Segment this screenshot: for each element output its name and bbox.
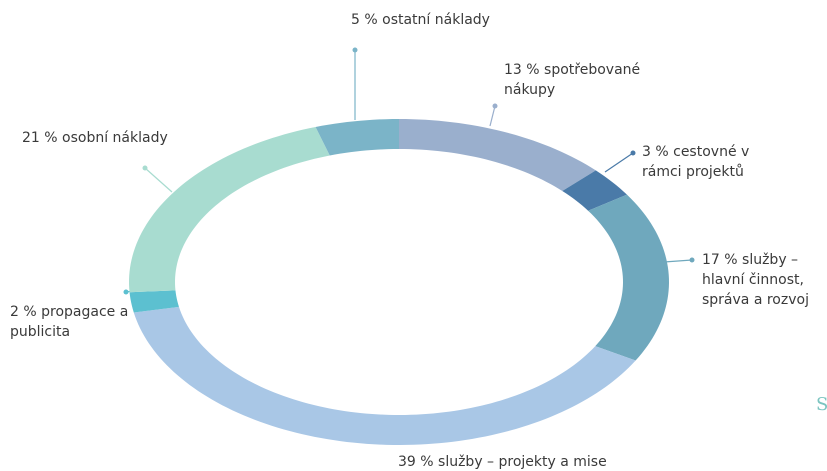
segment-label: 2 % propagace a publicita <box>10 302 130 342</box>
value-label: 21 % <box>22 130 58 146</box>
donut-segment <box>588 194 669 361</box>
leader <box>144 167 173 193</box>
category-label: spotřebované nákupy <box>504 62 641 98</box>
cropped-text: S <box>816 394 827 415</box>
category-label: cestovné v rámci projektů <box>642 144 750 180</box>
segment-label: 3 % cestovné v rámci projektů <box>642 142 792 182</box>
value-label: 3 % <box>642 144 669 160</box>
donut-segment <box>315 119 399 156</box>
value-label: 13 % <box>504 62 540 78</box>
leader-dot <box>142 165 148 171</box>
leader-dot <box>689 257 695 263</box>
segment-label: 17 % služby – hlavní činnost, správa a r… <box>702 250 827 310</box>
category-label: ostatní náklady <box>382 12 490 28</box>
leader-dot <box>630 150 636 156</box>
category-label: propagace a publicita <box>10 304 129 340</box>
segment-label: 21 % osobní náklady <box>22 128 222 148</box>
leader <box>604 152 634 173</box>
leader-dot <box>492 103 498 109</box>
donut-segment <box>129 126 330 293</box>
category-label: služby – hlavní činnost, správa a rozvoj <box>702 252 809 308</box>
leader <box>489 105 496 127</box>
leader-dot <box>123 289 129 295</box>
value-label: 39 % <box>398 454 434 470</box>
category-label: služby – projekty a mise <box>438 454 607 470</box>
donut-segment <box>399 119 596 191</box>
category-label: osobní náklady <box>62 130 168 146</box>
segment-label: 5 % ostatní náklady <box>351 10 571 30</box>
value-label: 5 % <box>351 12 378 28</box>
value-label: 17 % <box>702 252 738 268</box>
donut-segment <box>133 306 636 445</box>
segment-label: 13 % spotřebované nákupy <box>504 60 654 100</box>
donut-segment <box>129 290 179 313</box>
segment-label: 39 % služby – projekty a mise <box>398 452 698 471</box>
value-label: 2 % <box>10 304 37 320</box>
leader-dot <box>352 47 358 53</box>
donut-segment <box>562 170 627 211</box>
leader <box>663 259 693 263</box>
